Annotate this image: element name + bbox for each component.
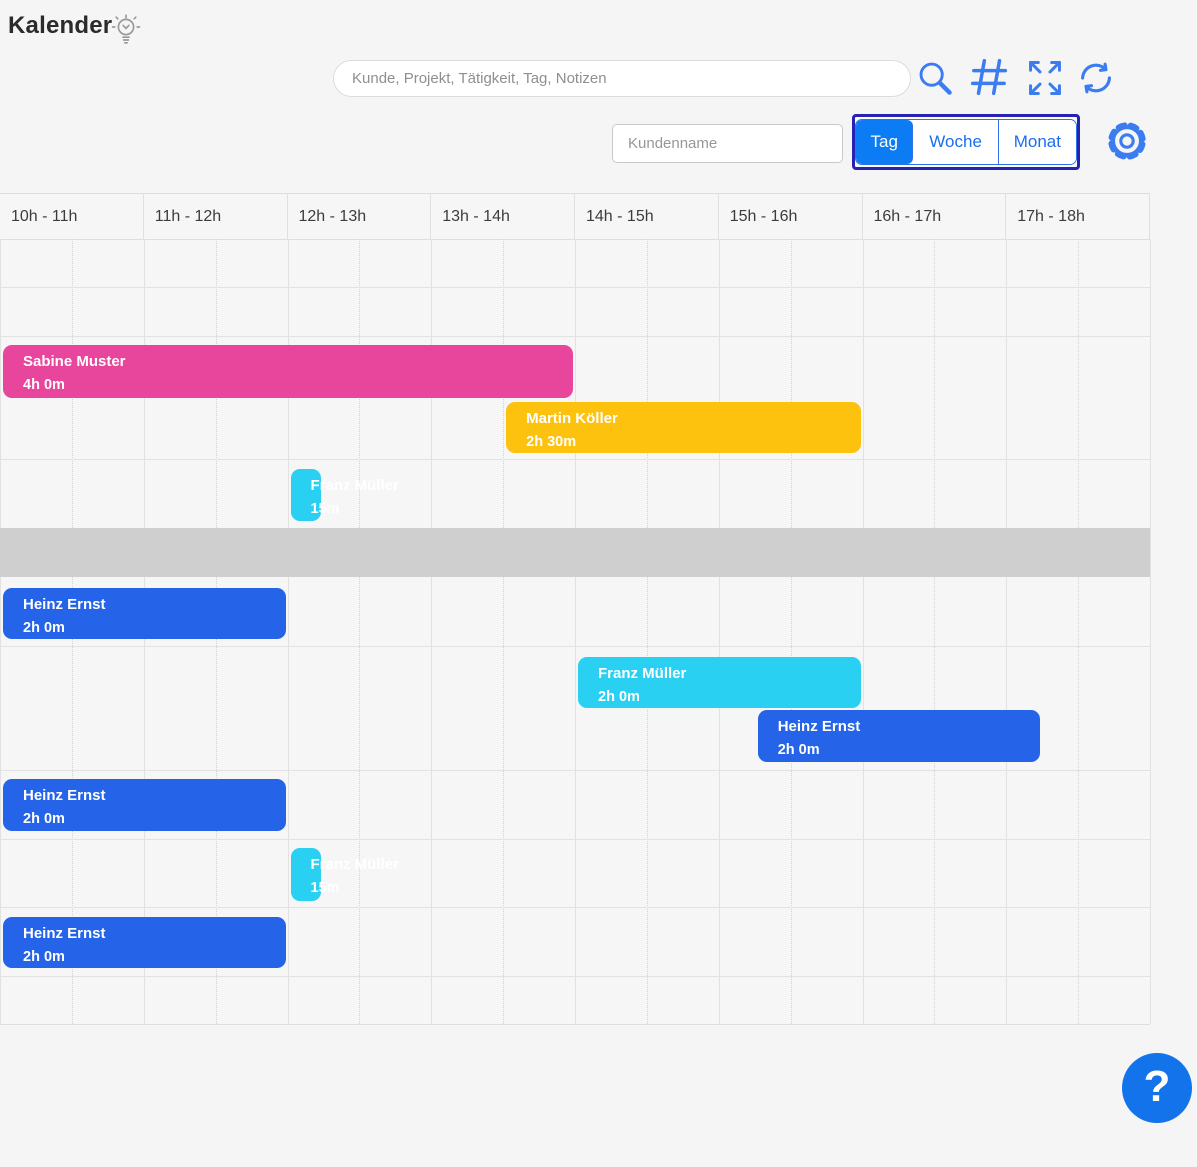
row-gridline [0, 770, 1150, 771]
calendar-event[interactable]: Heinz Ernst 2h 0m [3, 588, 286, 639]
column-header: 17h - 18h [1006, 194, 1150, 239]
half-hour-gridline [359, 239, 361, 1024]
hour-gridline [1150, 239, 1151, 1024]
half-hour-gridline [503, 239, 505, 1024]
half-hour-gridline [934, 239, 936, 1024]
row-gridline [0, 976, 1150, 977]
column-header: 12h - 13h [288, 194, 432, 239]
lightbulb-icon [111, 14, 141, 44]
hour-gridline [575, 239, 576, 1024]
hour-gridline [0, 239, 1, 1024]
blocked-time-band [0, 528, 1150, 577]
calendar-event[interactable]: Franz Müller 15m [290, 848, 399, 901]
event-duration: 15m [310, 880, 340, 896]
event-duration: 2h 0m [23, 620, 65, 636]
column-header: 15h - 16h [719, 194, 863, 239]
search-icon[interactable] [916, 59, 954, 97]
hour-gridline [1006, 239, 1008, 1024]
hour-gridline [287, 239, 289, 1024]
calendar-event[interactable]: Heinz Ernst 2h 0m [3, 917, 286, 968]
calendar-event[interactable]: Heinz Ernst 2h 0m [3, 779, 286, 831]
tab-monat[interactable]: Monat [998, 120, 1076, 164]
hash-icon[interactable] [969, 56, 1009, 98]
event-name: Franz Müller [598, 665, 687, 682]
event-name: Franz Müller [310, 477, 399, 494]
calendar-event[interactable]: Franz Müller 2h 0m [578, 657, 861, 708]
column-header: 14h - 15h [575, 194, 719, 239]
calendar-event[interactable]: Sabine Muster 4h 0m [3, 345, 573, 398]
event-duration: 2h 0m [598, 689, 640, 705]
tab-woche[interactable]: Woche [913, 120, 999, 164]
calendar-event[interactable]: Franz Müller 15m [290, 469, 399, 521]
column-header: 11h - 12h [144, 194, 288, 239]
event-name: Heinz Ernst [777, 718, 861, 735]
row-gridline [0, 287, 1150, 288]
settings-gear-icon[interactable] [1106, 119, 1148, 163]
event-duration: 2h 0m [23, 949, 65, 965]
view-tabs: Tag Woche Monat [855, 119, 1077, 165]
half-hour-gridline [790, 239, 792, 1024]
column-header: 13h - 14h [431, 194, 575, 239]
expand-icon[interactable] [1026, 58, 1064, 98]
row-gridline [0, 907, 1150, 908]
hour-gridline [431, 239, 433, 1024]
event-duration: 2h 0m [777, 742, 820, 758]
half-hour-gridline [1078, 239, 1080, 1024]
event-duration: 15m [310, 501, 340, 517]
refresh-icon[interactable] [1076, 57, 1116, 99]
event-name: Heinz Ernst [23, 925, 106, 942]
customer-name-input[interactable] [612, 124, 843, 163]
event-name: Franz Müller [310, 856, 399, 873]
event-name: Heinz Ernst [23, 596, 106, 613]
tab-tag[interactable]: Tag [856, 120, 914, 164]
event-name: Sabine Muster [23, 353, 126, 370]
hour-gridline [718, 239, 720, 1024]
event-duration: 4h 0m [23, 377, 65, 393]
calendar-grid: 10h - 11h 11h - 12h 12h - 13h 13h - 14h 14h … [0, 193, 1151, 1025]
help-button[interactable]: ? [1122, 1053, 1192, 1123]
search-input[interactable] [333, 60, 911, 97]
column-header: 10h - 11h [0, 194, 144, 239]
event-name: Heinz Ernst [23, 787, 106, 804]
calendar-event[interactable]: Martin Köller 2h 30m [506, 402, 861, 453]
hour-gridline [862, 239, 864, 1024]
calendar-event[interactable]: Heinz Ernst 2h 0m [757, 710, 1041, 762]
page-title: Kalender [8, 12, 113, 39]
half-hour-gridline [646, 239, 648, 1024]
view-switcher: Tag Woche Monat [852, 114, 1080, 170]
row-gridline [0, 646, 1150, 647]
event-name: Martin Köller [526, 410, 618, 427]
event-duration: 2h 0m [23, 811, 65, 827]
column-header: 16h - 17h [863, 194, 1007, 239]
event-duration: 2h 30m [526, 434, 577, 450]
row-gridline [0, 336, 1150, 337]
row-gridline [0, 459, 1150, 460]
row-gridline [0, 839, 1150, 840]
